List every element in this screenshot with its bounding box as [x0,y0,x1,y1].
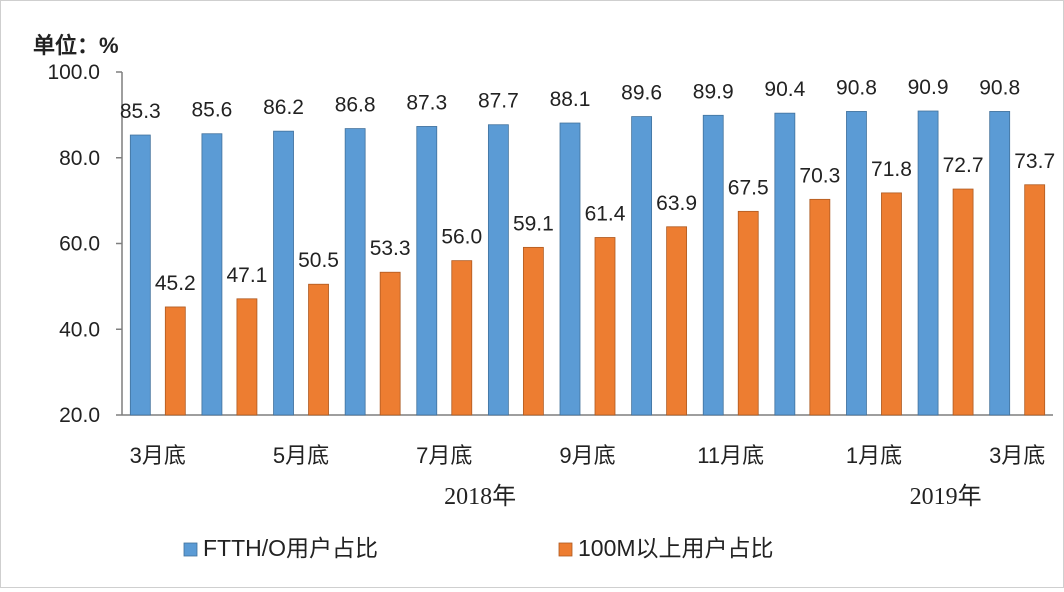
category-label: 9月底 [559,443,615,468]
year-label: 2018年 [444,483,516,510]
data-label-100m: 53.3 [370,237,411,260]
data-label-100m: 47.1 [226,264,267,287]
legend-label: FTTH/O用户占比 [203,535,378,561]
bar-100m [952,188,974,416]
category-label: 11月底 [697,443,764,468]
bar-ftth [273,130,294,416]
data-label-ftth: 85.3 [120,100,161,123]
data-label-100m: 50.5 [298,249,339,272]
data-label-ftth: 86.2 [263,96,304,119]
year-labels-group: 2018年 2019年 [444,483,981,510]
bar-ftth [774,112,796,416]
category-label: 7月底 [416,443,472,468]
category-label: 3月底 [989,443,1045,468]
bar-ftth [344,128,366,416]
data-label-ftth: 90.8 [836,76,877,99]
category-labels-group: 3月底 5月底 7月底 9月底 11月底 1月底 3月底 [130,443,1046,468]
bars-group [129,110,1046,416]
bar-100m [164,306,186,416]
category-label: 5月底 [273,443,329,468]
y-tick-label: 60.0 [59,233,100,256]
data-label-ftth: 87.3 [406,91,447,114]
category-label: 1月底 [846,443,902,468]
bar-100m [451,260,473,416]
bar-100m [809,198,831,416]
bar-ftth [416,126,438,416]
bar-ftth [917,110,939,416]
bar-ftth [559,122,581,416]
legend: FTTH/O用户占比 100M以上用户占比 [183,535,774,561]
data-label-100m: 73.7 [1014,150,1055,173]
data-label-100m: 67.5 [728,176,769,199]
bar-ftth [631,116,653,416]
legend-swatch [558,542,573,557]
data-label-100m: 63.9 [656,192,697,215]
data-label-100m: 70.3 [799,164,840,187]
data-label-ftth: 89.6 [621,82,662,105]
year-label: 2019年 [910,483,982,510]
data-label-100m: 56.0 [441,226,482,249]
bar-100m [308,283,329,416]
bar-ftth [201,133,223,416]
data-label-ftth: 90.8 [979,76,1020,99]
bar-100m [594,237,616,416]
bar-ftth [487,124,509,416]
y-tick-label: 40.0 [59,318,100,341]
data-label-100m: 59.1 [513,212,554,235]
bar-100m [379,271,401,416]
category-label: 3月底 [130,443,186,468]
data-label-ftth: 85.6 [191,99,232,122]
data-label-ftth: 89.9 [693,80,734,103]
y-tick-label: 80.0 [59,147,100,170]
bar-ftth [702,114,724,416]
data-label-100m: 71.8 [871,158,912,181]
bar-100m [737,210,759,416]
data-label-ftth: 87.7 [478,90,519,113]
data-label-ftth: 88.1 [550,88,591,111]
legend-label: 100M以上用户占比 [578,535,774,561]
bar-100m [522,246,544,416]
bar-100m [1024,184,1046,416]
bar-100m [881,192,902,416]
bar-100m [666,226,688,416]
data-label-ftth: 86.8 [335,94,376,117]
y-tick-label: 100.0 [47,61,100,84]
bar-ftth [846,111,867,416]
data-label-100m: 61.4 [585,202,626,225]
y-axis-ticks: 20.0 40.0 60.0 80.0 100.0 [47,61,122,427]
data-labels-group: 85.3 45.2 85.6 47.1 86.2 50.5 86.8 53.3 87.3 56.0… [120,76,1055,295]
data-label-ftth: 90.4 [764,78,805,101]
unit-label: 单位：% [33,33,119,58]
y-tick-label: 20.0 [59,404,100,427]
legend-swatch [183,542,198,557]
bar-100m [236,298,258,416]
bar-ftth [129,134,151,416]
data-label-ftth: 90.9 [908,76,949,99]
bar-ftth [989,111,1011,416]
data-label-100m: 45.2 [155,272,196,295]
data-label-100m: 72.7 [943,154,984,177]
